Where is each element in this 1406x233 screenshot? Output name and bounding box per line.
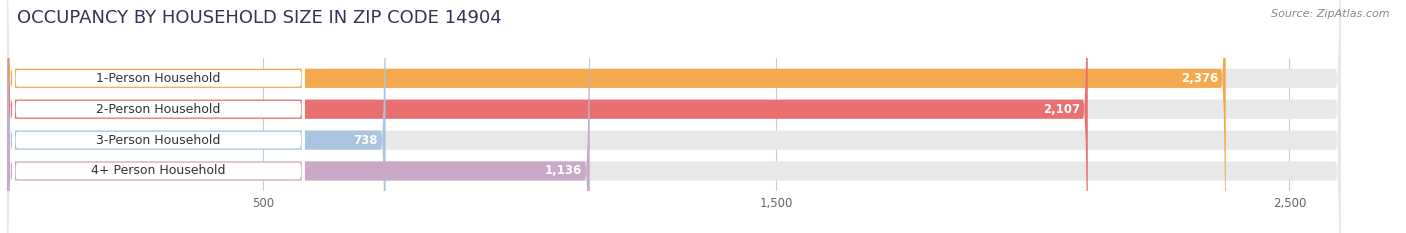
FancyBboxPatch shape [7,0,385,233]
FancyBboxPatch shape [7,0,1226,233]
FancyBboxPatch shape [7,0,1341,233]
Text: 2-Person Household: 2-Person Household [96,103,221,116]
FancyBboxPatch shape [7,0,1088,233]
FancyBboxPatch shape [13,0,305,233]
FancyBboxPatch shape [7,0,589,233]
Text: 1,136: 1,136 [544,164,582,178]
FancyBboxPatch shape [7,0,1341,233]
FancyBboxPatch shape [7,0,1341,233]
Text: 4+ Person Household: 4+ Person Household [91,164,225,178]
FancyBboxPatch shape [7,0,1341,233]
FancyBboxPatch shape [13,0,305,233]
Text: 738: 738 [353,134,378,147]
FancyBboxPatch shape [13,0,305,233]
Text: 3-Person Household: 3-Person Household [96,134,221,147]
Text: 2,376: 2,376 [1181,72,1218,85]
Text: Source: ZipAtlas.com: Source: ZipAtlas.com [1271,9,1389,19]
Text: 2,107: 2,107 [1043,103,1080,116]
Text: OCCUPANCY BY HOUSEHOLD SIZE IN ZIP CODE 14904: OCCUPANCY BY HOUSEHOLD SIZE IN ZIP CODE … [17,9,502,27]
FancyBboxPatch shape [13,0,305,233]
Text: 1-Person Household: 1-Person Household [96,72,221,85]
